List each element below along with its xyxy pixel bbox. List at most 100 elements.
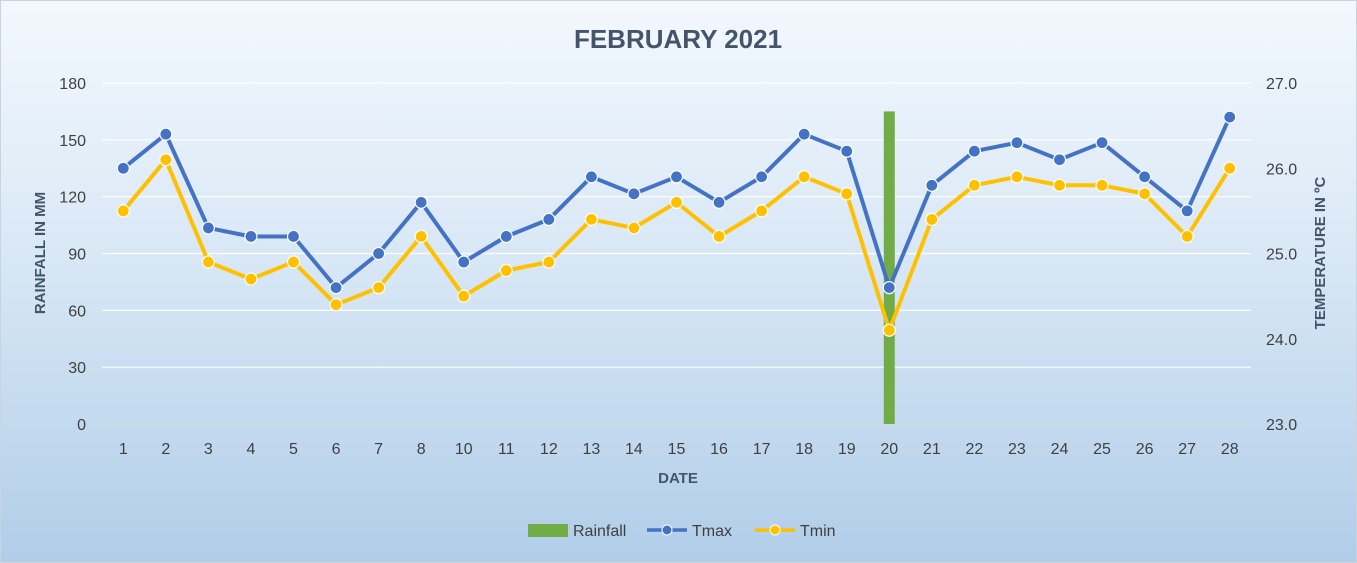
tmin-point — [840, 187, 854, 201]
x-tick-label: 3 — [204, 441, 213, 458]
right-tick-label: 25.0 — [1266, 247, 1297, 264]
rainfall-bars — [883, 111, 895, 425]
tmax-point — [1223, 110, 1237, 124]
left-axis-title: RAINFALL IN MM — [32, 192, 49, 314]
tmax-point — [967, 144, 981, 158]
tmax-point — [882, 281, 896, 295]
tmax-point — [542, 212, 556, 226]
legend: Rainfall Tmax Tmin — [528, 523, 836, 540]
x-tick-label: 2 — [161, 441, 170, 458]
tmax-point — [372, 246, 386, 261]
tmin-point — [967, 178, 981, 192]
tmin-point — [542, 255, 556, 269]
tmin-point — [1138, 187, 1152, 201]
right-tick-label: 24.0 — [1266, 332, 1297, 349]
tmin-point — [584, 212, 598, 226]
left-tick-label: 90 — [68, 247, 86, 264]
legend-rainfall-swatch — [528, 524, 568, 537]
x-tick-label: 26 — [1136, 441, 1154, 458]
x-tick-label: 21 — [923, 441, 941, 458]
tmin-point — [372, 281, 386, 295]
tmax-point — [584, 170, 598, 184]
temperature-lines — [116, 110, 1237, 337]
tmin-point — [414, 229, 428, 244]
right-axis-ticks: 23.0 24.0 25.0 26.0 27.0 — [1266, 76, 1297, 434]
x-tick-label: 18 — [795, 441, 813, 458]
tmin-point — [1223, 161, 1237, 175]
tmax-point — [457, 255, 471, 269]
x-tick-label: 1 — [119, 441, 128, 458]
left-tick-label: 0 — [77, 417, 86, 434]
legend-rainfall-label: Rainfall — [573, 523, 626, 540]
tmax-point — [669, 170, 684, 184]
tmin-point — [712, 229, 726, 244]
x-tick-label: 7 — [374, 441, 383, 458]
right-tick-label: 26.0 — [1266, 161, 1297, 178]
tmax-point — [1052, 153, 1067, 167]
tmin-point — [499, 263, 513, 278]
legend-item-rainfall: Rainfall — [528, 523, 626, 540]
left-tick-label: 180 — [59, 76, 86, 93]
tmax-point — [1095, 136, 1109, 150]
tmin-point — [627, 221, 641, 235]
tmin-point — [116, 204, 130, 218]
tmax-point — [712, 195, 726, 209]
x-tick-label: 6 — [332, 441, 341, 458]
legend-tmax-label: Tmax — [692, 523, 732, 540]
tmin-series — [116, 153, 1237, 337]
tmax-point — [159, 127, 173, 141]
x-tick-label: 14 — [625, 441, 643, 458]
tmax-point — [797, 127, 811, 141]
left-tick-label: 120 — [59, 190, 86, 207]
legend-item-tmax: Tmax — [647, 523, 732, 540]
x-axis-title: DATE — [658, 470, 698, 487]
chart-title: FEBRUARY 2021 — [574, 24, 782, 54]
x-axis-ticks: 1 2 3 4 5 6 7 8 10 11 12 13 14 15 16 17 18 19 20 21 22 23 24 25… — [119, 441, 1239, 458]
tmin-point — [1010, 170, 1024, 184]
tmax-point — [414, 195, 428, 209]
tmin-point — [457, 289, 471, 303]
legend-tmin-label: Tmin — [800, 523, 836, 540]
left-axis-ticks: 0 30 60 90 120 150 180 — [59, 76, 86, 434]
tmax-series — [116, 110, 1237, 295]
tmin-point — [669, 195, 684, 209]
tmax-point — [116, 161, 130, 175]
x-tick-label: 23 — [1008, 441, 1026, 458]
tmax-point — [329, 281, 343, 295]
tmax-point — [499, 229, 513, 244]
rainfall-bar — [883, 111, 895, 425]
x-tick-label: 5 — [289, 441, 298, 458]
legend-tmin-marker — [769, 524, 781, 536]
tmax-point — [755, 170, 769, 184]
tmax-point — [925, 178, 939, 192]
tmax-point — [1138, 170, 1152, 184]
x-tick-label: 13 — [582, 441, 600, 458]
tmin-point — [329, 298, 343, 312]
x-tick-label: 22 — [965, 441, 983, 458]
x-tick-label: 12 — [540, 441, 558, 458]
right-tick-label: 27.0 — [1266, 76, 1297, 93]
tmax-point — [286, 229, 301, 244]
tmax-point — [1180, 204, 1194, 218]
tmin-point — [1095, 178, 1109, 192]
tmin-point — [1180, 229, 1194, 244]
x-tick-label: 16 — [710, 441, 728, 458]
x-tick-label: 20 — [880, 441, 898, 458]
right-axis-title: TEMPERATURE IN ºC — [1312, 176, 1329, 329]
tmin-point — [201, 255, 215, 269]
x-tick-label: 28 — [1221, 441, 1239, 458]
left-tick-label: 150 — [59, 133, 86, 150]
x-tick-label: 19 — [838, 441, 856, 458]
tmin-point — [286, 255, 301, 269]
tmin-point — [755, 204, 769, 218]
x-tick-label: 4 — [246, 441, 255, 458]
legend-item-tmin: Tmin — [755, 523, 836, 540]
left-tick-label: 30 — [68, 360, 86, 377]
tmin-point — [1052, 178, 1067, 192]
tmax-point — [627, 187, 641, 201]
tmax-point — [1010, 136, 1024, 150]
tmax-point — [840, 144, 854, 158]
